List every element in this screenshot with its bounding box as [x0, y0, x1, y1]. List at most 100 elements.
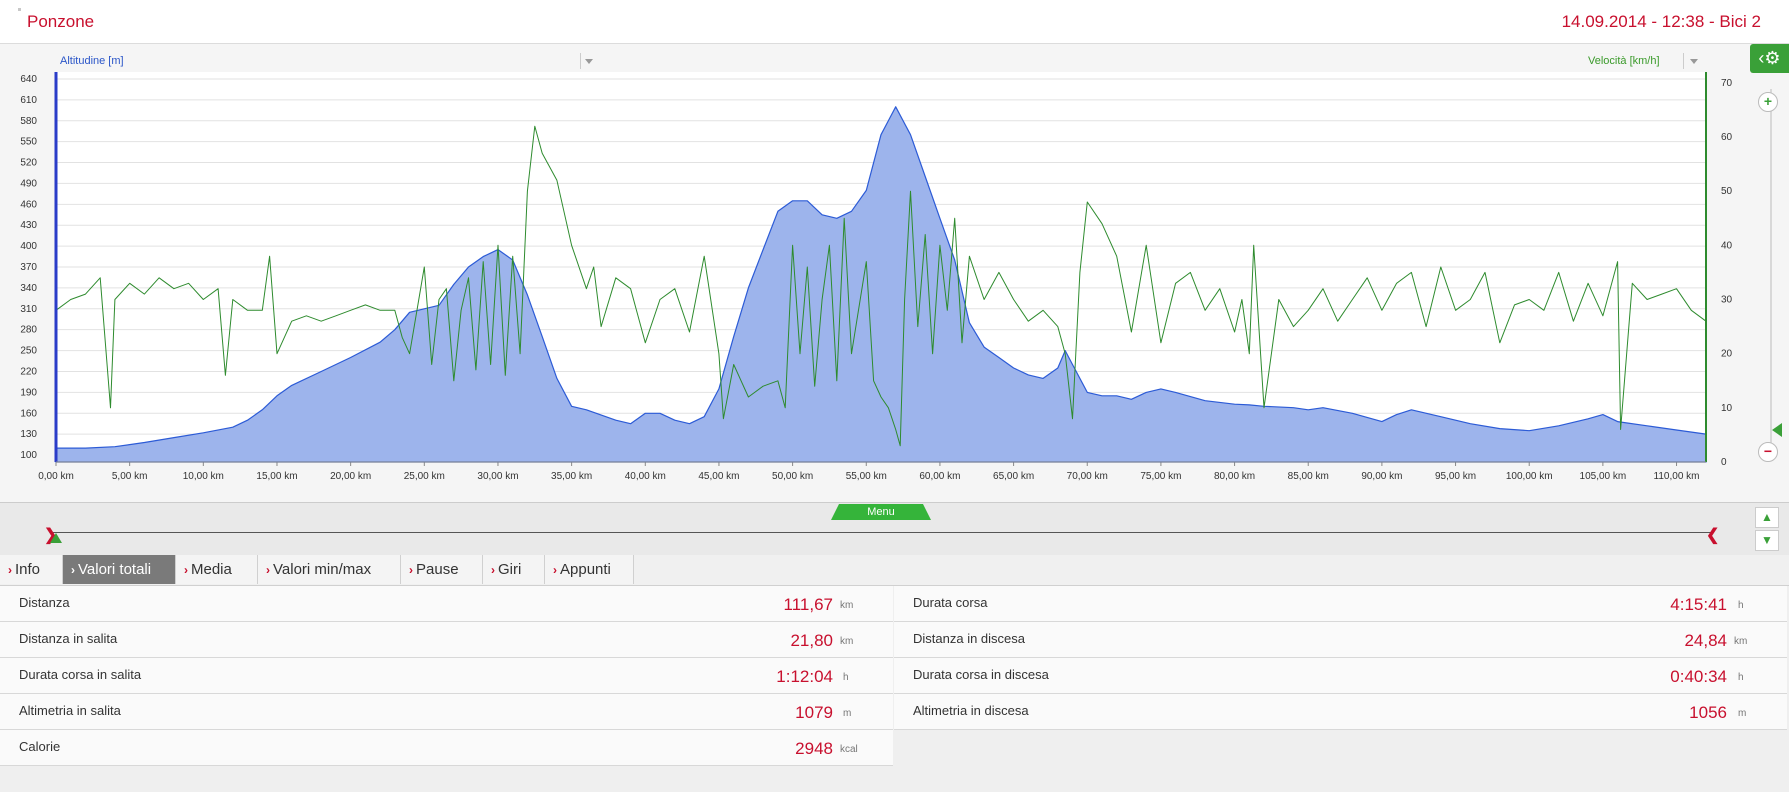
chevron-right-icon: ›: [184, 563, 188, 577]
stat-value: 1079: [795, 703, 833, 722]
x-tick-label: 0,00 km: [38, 471, 74, 482]
zoom-in-icon[interactable]: +: [1758, 92, 1778, 112]
stat-unit: kcal: [840, 744, 858, 755]
x-tick-label: 70,00 km: [1067, 471, 1108, 482]
altitude-axis-selector[interactable]: Altitudine [m]: [60, 55, 124, 67]
y2-tick-label: 70: [1721, 78, 1733, 89]
tab-info[interactable]: › Info: [0, 555, 63, 584]
scrubber-track[interactable]: [52, 532, 1712, 533]
speed-dropdown-icon[interactable]: [1690, 59, 1698, 64]
zoom-slider-handle[interactable]: [1772, 423, 1782, 437]
stat-row: Distanza in discesa 24,84 km: [894, 622, 1787, 658]
tab-label: Valori min/max: [273, 561, 372, 578]
stat-row: Altimetria in discesa 1056 m: [894, 694, 1787, 730]
tab-valori-totali[interactable]: › Valori totali: [63, 555, 176, 584]
y-tick-label: 610: [20, 95, 37, 106]
x-tick-label: 25,00 km: [404, 471, 445, 482]
y-tick-label: 130: [20, 429, 37, 440]
stat-value: 0:40:34: [1670, 667, 1727, 686]
altitude-dropdown-icon[interactable]: [585, 59, 593, 64]
session-info: 14.09.2014 - 12:38 - Bici 2: [1561, 12, 1761, 31]
stat-value: 4:15:41: [1670, 595, 1727, 614]
x-tick-label: 35,00 km: [551, 471, 592, 482]
y-tick-label: 580: [20, 116, 37, 127]
stat-label: Distanza: [19, 595, 70, 610]
y-tick-label: 250: [20, 346, 37, 357]
stat-label: Durata corsa in salita: [19, 667, 142, 682]
zoom-rail: [1770, 89, 1772, 449]
chevron-right-icon: ›: [71, 563, 75, 577]
stat-value: 1056: [1689, 703, 1727, 722]
x-tick-label: 55,00 km: [846, 471, 887, 482]
y2-tick-label: 20: [1721, 349, 1733, 360]
stat-unit: m: [843, 708, 852, 719]
altitude-dropdown-separator: [580, 53, 581, 69]
tab-giri[interactable]: › Giri: [483, 555, 545, 584]
tab-pause[interactable]: › Pause: [401, 555, 483, 584]
tab-valori-min-max[interactable]: › Valori min/max: [258, 555, 401, 584]
range-scrubber: Menu ❯ ❮ ▲ ▼: [0, 502, 1789, 555]
altitude-area: [55, 106, 1707, 463]
x-tick-label: 20,00 km: [330, 471, 371, 482]
y-tick-label: 370: [20, 262, 37, 273]
x-tick-label: 85,00 km: [1288, 471, 1329, 482]
x-tick-label: 15,00 km: [256, 471, 297, 482]
y-tick-label: 190: [20, 387, 37, 398]
x-tick-label: 40,00 km: [625, 471, 666, 482]
x-tick-label: 10,00 km: [183, 471, 224, 482]
stat-label: Altimetria in salita: [19, 703, 121, 718]
header-bar: Ponzone 14.09.2014 - 12:38 - Bici 2: [0, 0, 1789, 44]
y-tick-label: 490: [20, 178, 37, 189]
y-tick-label: 340: [20, 283, 37, 294]
elevation-speed-chart: 6406105805505204904604304003703403102802…: [20, 72, 1733, 482]
y-tick-label: 430: [20, 220, 37, 231]
stat-unit: km: [1734, 636, 1748, 647]
y-tick-label: 160: [20, 408, 37, 419]
x-tick-label: 75,00 km: [1140, 471, 1181, 482]
y2-tick-label: 40: [1721, 240, 1733, 251]
speed-axis-selector[interactable]: Velocità [km/h]: [1588, 55, 1660, 67]
stat-unit: h: [1738, 600, 1744, 611]
stat-label: Altimetria in discesa: [913, 703, 1029, 718]
y2-tick-label: 0: [1721, 457, 1727, 468]
position-marker-icon[interactable]: [50, 533, 62, 543]
range-end-handle-icon[interactable]: ❮: [1706, 527, 1720, 544]
chevron-right-icon: ›: [409, 563, 413, 577]
chevron-right-icon: ›: [266, 563, 270, 577]
stat-label: Distanza in salita: [19, 631, 118, 646]
stat-unit: km: [840, 636, 854, 647]
stat-row: Distanza 111,67 km: [0, 586, 893, 622]
stats-column-right: Durata corsa 4:15:41 h Distanza in discesa…: [894, 586, 1787, 730]
stat-row: Durata corsa in salita 1:12:04 h: [0, 658, 893, 694]
x-tick-label: 5,00 km: [112, 471, 148, 482]
settings-gear-icon[interactable]: ‹⚙: [1750, 44, 1789, 73]
y2-tick-label: 10: [1721, 403, 1733, 414]
x-tick-label: 90,00 km: [1361, 471, 1402, 482]
stat-row: Altimetria in salita 1079 m: [0, 694, 893, 730]
x-tick-label: 110,00 km: [1654, 471, 1700, 482]
stat-label: Distanza in discesa: [913, 631, 1025, 646]
stat-unit: km: [840, 600, 854, 611]
y-tick-label: 220: [20, 366, 37, 377]
stat-value: 1:12:04: [776, 667, 833, 686]
tab-appunti[interactable]: › Appunti: [545, 555, 634, 584]
x-tick-label: 45,00 km: [698, 471, 739, 482]
tab-bar: › Info › Valori totali › Media › Valori min/…: [0, 555, 1789, 586]
speed-dropdown-separator: [1683, 53, 1684, 69]
stat-value: 111,67: [783, 595, 833, 614]
x-tick-label: 80,00 km: [1214, 471, 1255, 482]
tab-label: Media: [191, 561, 232, 578]
stat-value: 24,84: [1684, 631, 1727, 650]
y-tick-label: 640: [20, 74, 37, 85]
tab-label: Giri: [498, 561, 522, 578]
zoom-out-icon[interactable]: −: [1758, 442, 1778, 462]
scroll-up-icon[interactable]: ▲: [1755, 507, 1779, 528]
scroll-down-icon[interactable]: ▼: [1755, 530, 1779, 551]
menu-toggle-button[interactable]: Menu: [831, 504, 931, 520]
x-tick-label: 30,00 km: [477, 471, 518, 482]
y2-tick-label: 50: [1721, 186, 1733, 197]
x-tick-label: 50,00 km: [772, 471, 813, 482]
tab-media[interactable]: › Media: [176, 555, 258, 584]
x-tick-label: 100,00 km: [1506, 471, 1553, 482]
chevron-right-icon: ›: [8, 563, 12, 577]
